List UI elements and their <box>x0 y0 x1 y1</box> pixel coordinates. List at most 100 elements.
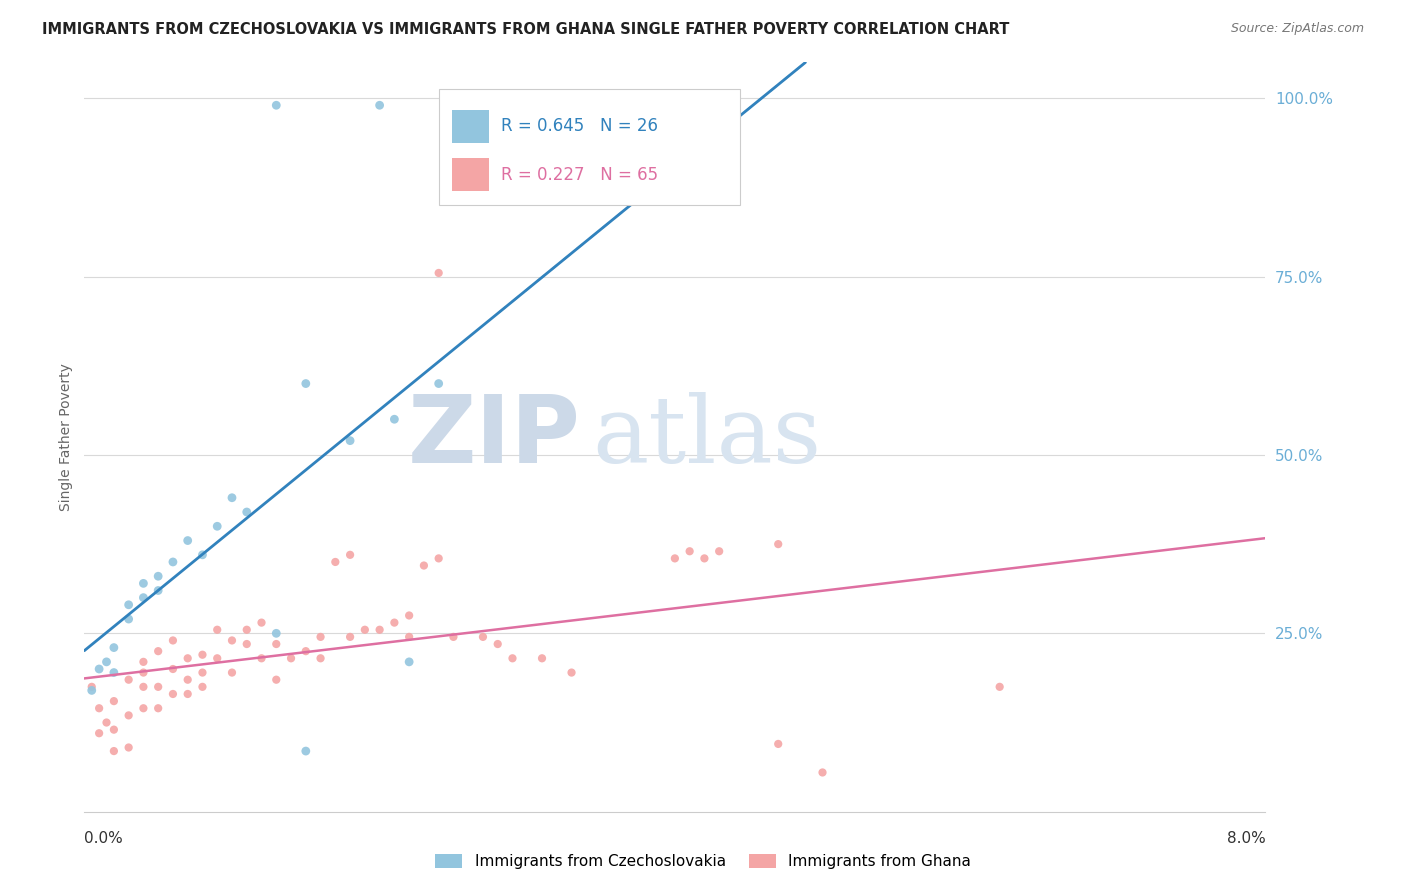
Point <box>221 633 243 648</box>
Point <box>205 623 228 637</box>
Point <box>89 662 111 676</box>
Point <box>103 744 125 758</box>
Point <box>236 623 259 637</box>
Point <box>398 608 420 623</box>
Point <box>80 683 103 698</box>
Point <box>89 701 111 715</box>
Point <box>811 765 834 780</box>
Point <box>205 651 228 665</box>
Point <box>148 569 170 583</box>
Point <box>339 630 361 644</box>
Point <box>148 680 170 694</box>
Point <box>664 551 686 566</box>
Point <box>148 701 170 715</box>
Point <box>413 558 436 573</box>
Text: 0.0%: 0.0% <box>84 831 124 846</box>
Point <box>236 637 259 651</box>
Point <box>118 673 141 687</box>
Point <box>339 434 361 448</box>
Point <box>280 651 302 665</box>
Point <box>382 412 406 426</box>
Point <box>502 651 524 665</box>
Point <box>89 726 111 740</box>
Legend: Immigrants from Czechoslovakia, Immigrants from Ghana: Immigrants from Czechoslovakia, Immigran… <box>429 848 977 875</box>
Text: ZIP: ZIP <box>408 391 581 483</box>
Point <box>443 630 465 644</box>
Text: R = 0.645   N = 26: R = 0.645 N = 26 <box>502 117 658 135</box>
Point <box>162 662 184 676</box>
Point <box>309 630 332 644</box>
Point <box>368 623 391 637</box>
Point <box>118 598 141 612</box>
Point <box>177 533 200 548</box>
Point <box>531 651 554 665</box>
Point <box>472 630 495 644</box>
Point <box>103 665 125 680</box>
Point <box>339 548 361 562</box>
Point <box>398 655 420 669</box>
FancyBboxPatch shape <box>451 110 489 143</box>
Point <box>191 548 214 562</box>
Point <box>264 626 288 640</box>
Point <box>148 583 170 598</box>
Point <box>80 680 103 694</box>
Point <box>205 519 228 533</box>
Point <box>250 651 273 665</box>
Point <box>693 551 716 566</box>
Point <box>221 491 243 505</box>
Point <box>768 537 790 551</box>
Point <box>177 651 200 665</box>
Point <box>162 633 184 648</box>
Point <box>132 576 155 591</box>
Point <box>250 615 273 630</box>
Point <box>264 637 288 651</box>
Point <box>988 680 1011 694</box>
Point <box>427 266 450 280</box>
Point <box>118 612 141 626</box>
Point <box>96 715 118 730</box>
Text: IMMIGRANTS FROM CZECHOSLOVAKIA VS IMMIGRANTS FROM GHANA SINGLE FATHER POVERTY CO: IMMIGRANTS FROM CZECHOSLOVAKIA VS IMMIGR… <box>42 22 1010 37</box>
Y-axis label: Single Father Poverty: Single Father Poverty <box>59 363 73 511</box>
Point <box>191 680 214 694</box>
FancyBboxPatch shape <box>439 88 740 205</box>
Point <box>382 615 406 630</box>
Point <box>96 655 118 669</box>
Point <box>709 544 731 558</box>
Point <box>132 665 155 680</box>
Point <box>132 591 155 605</box>
Point <box>177 673 200 687</box>
Point <box>118 708 141 723</box>
Point <box>118 740 141 755</box>
Point <box>323 555 347 569</box>
Point <box>486 637 509 651</box>
Point <box>264 673 288 687</box>
Point <box>295 644 318 658</box>
Point <box>309 651 332 665</box>
Point <box>354 623 377 637</box>
Point <box>679 544 702 558</box>
Point <box>295 376 318 391</box>
Text: Source: ZipAtlas.com: Source: ZipAtlas.com <box>1230 22 1364 36</box>
Point <box>191 648 214 662</box>
Point <box>162 687 184 701</box>
Point <box>191 665 214 680</box>
Point <box>427 376 450 391</box>
Text: R = 0.227   N = 65: R = 0.227 N = 65 <box>502 166 658 184</box>
Text: 8.0%: 8.0% <box>1226 831 1265 846</box>
Point <box>768 737 790 751</box>
Point <box>162 555 184 569</box>
Point <box>132 655 155 669</box>
Point <box>132 701 155 715</box>
Point <box>103 640 125 655</box>
Point <box>103 723 125 737</box>
Point <box>148 644 170 658</box>
Point <box>236 505 259 519</box>
Point <box>427 551 450 566</box>
Point <box>177 687 200 701</box>
FancyBboxPatch shape <box>451 159 489 191</box>
Point <box>221 665 243 680</box>
Point <box>398 630 420 644</box>
Text: atlas: atlas <box>592 392 821 482</box>
Point <box>368 98 391 112</box>
Point <box>132 680 155 694</box>
